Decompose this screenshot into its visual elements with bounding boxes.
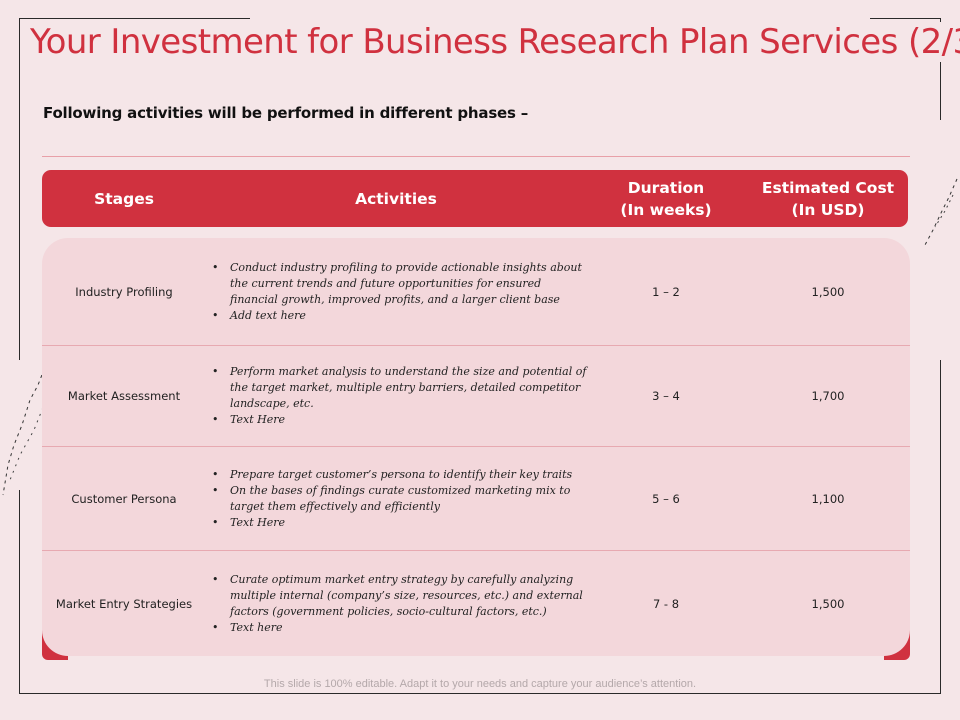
header-cost-unit: (In USD)	[791, 200, 865, 219]
table-row: Market Entry Strategies Curate optimum m…	[42, 551, 910, 656]
activity-item: Text Here	[212, 515, 592, 531]
duration-cell: 3 – 4	[652, 389, 680, 403]
activity-item: Text Here	[212, 412, 592, 428]
frame-gap-left	[16, 360, 24, 490]
cost-cell: 1,100	[811, 491, 845, 506]
activity-item: Perform market analysis to understand th…	[212, 364, 592, 412]
slide-subtitle: Following activities will be performed i…	[43, 104, 529, 122]
activities-list: Conduct industry profiling to provide ac…	[212, 260, 592, 324]
activities-list: Perform market analysis to understand th…	[212, 364, 592, 428]
activity-item: On the bases of findings curate customiz…	[212, 483, 592, 515]
stage-cell: Market Entry Strategies	[55, 596, 193, 611]
header-activities: Activities	[206, 170, 586, 227]
table-row: Customer Persona Prepare target customer…	[42, 447, 910, 551]
table-body: Industry Profiling Conduct industry prof…	[42, 238, 910, 656]
activities-list: Curate optimum market entry strategy by …	[212, 572, 592, 636]
header-stages: Stages	[42, 170, 206, 227]
divider	[42, 156, 910, 157]
header-duration: Duration (In weeks)	[606, 170, 726, 227]
table-header: Stages Activities Duration (In weeks) Es…	[42, 170, 908, 227]
activity-item: Prepare target customer’s persona to ide…	[212, 467, 592, 483]
header-stages-label: Stages	[94, 189, 154, 208]
frame-gap-top	[250, 15, 870, 21]
stage-cell: Customer Persona	[71, 491, 177, 506]
header-cost-label: Estimated Cost	[761, 178, 895, 197]
activities-cell: Curate optimum market entry strategy by …	[212, 551, 592, 656]
header-duration-label: Duration	[627, 178, 705, 197]
cost-cell: 1,500	[811, 284, 845, 299]
table-row: Market Assessment Perform market analysi…	[42, 346, 910, 447]
cost-cell: 1,500	[811, 596, 845, 611]
duration-cell: 1 – 2	[652, 284, 680, 299]
frame-gap-right	[936, 120, 944, 360]
activities-list: Prepare target customer’s persona to ide…	[212, 467, 592, 531]
slide-title: Your Investment for Business Research Pl…	[30, 22, 960, 62]
header-duration-unit: (In weeks)	[620, 200, 712, 219]
duration-cell: 5 – 6	[652, 491, 680, 506]
table-row: Industry Profiling Conduct industry prof…	[42, 238, 910, 346]
activity-item: Curate optimum market entry strategy by …	[212, 572, 592, 620]
activities-cell: Prepare target customer’s persona to ide…	[212, 447, 592, 550]
activity-item: Conduct industry profiling to provide ac…	[212, 260, 592, 308]
duration-cell: 7 - 8	[652, 596, 680, 611]
stage-cell: Industry Profiling	[75, 284, 173, 299]
footer-note: This slide is 100% editable. Adapt it to…	[263, 678, 697, 690]
stage-cell: Market Assessment	[67, 389, 181, 403]
decorative-scribble-right	[924, 178, 958, 246]
investment-table: Industry Profiling Conduct industry prof…	[42, 170, 910, 660]
activity-item: Add text here	[212, 308, 592, 324]
header-cost: Estimated Cost (In USD)	[748, 170, 908, 227]
cost-cell: 1,700	[811, 389, 845, 403]
activity-item: Text here	[212, 620, 592, 636]
header-activities-label: Activities	[355, 189, 437, 208]
activities-cell: Conduct industry profiling to provide ac…	[212, 238, 592, 345]
activities-cell: Perform market analysis to understand th…	[212, 346, 592, 446]
